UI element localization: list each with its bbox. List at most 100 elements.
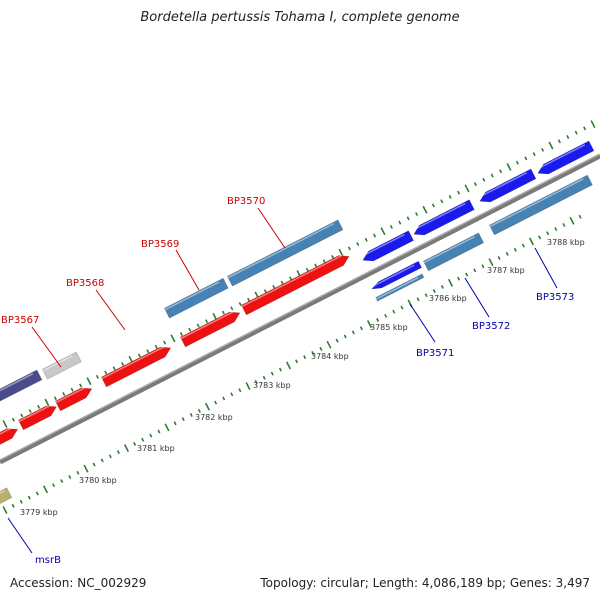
gene-small-steel [375,273,425,302]
tick-mark [164,423,170,432]
tick-mark [189,413,193,417]
gene-bp3571-blue [362,230,414,262]
tick-mark [35,491,39,496]
kbp-labels: 3779 kbp 3780 kbp 3781 kbp 3782 kbp 3783… [20,238,585,517]
tick-mark [548,141,554,150]
kbp-label-3781: 3781 kbp [137,444,175,453]
tick-mark [222,396,226,401]
kbp-label-3785: 3785 kbp [370,323,408,332]
tick-mark [28,409,32,414]
leader-bp3570 [257,207,286,249]
tick-mark [204,402,211,411]
tick-mark [343,334,347,339]
gene-bp3571-blue-highlight [360,233,405,258]
tick-mark [431,203,435,208]
gene-label-bp3570: BP3570 [227,196,265,207]
gene-purple [0,369,43,402]
tick-mark [27,495,31,500]
gene-bp3570-steel-highlight [227,223,335,279]
tick-mark [506,163,512,171]
tick-mark [173,421,177,426]
kbp-label-3780: 3780 kbp [79,476,117,485]
tick-mark [311,351,315,355]
tick-mark [70,387,74,392]
tick-mark [100,458,104,463]
kbp-label-3783: 3783 kbp [253,381,291,390]
tick-mark [326,340,332,349]
tick-mark [157,429,161,434]
gene-label-msrb: msrB [35,555,61,566]
tick-mark [415,212,419,217]
tick-mark [569,216,575,225]
tick-mark [262,375,266,380]
tick-mark [272,284,276,289]
tick-mark [52,483,56,488]
tick-mark [481,264,485,269]
tick-mark [2,506,8,514]
accession-text: Accession: NC_002929 [10,576,147,590]
tick-mark [68,474,72,479]
tick-mark [380,227,386,236]
tick-mark [373,233,377,238]
tick-mark [95,374,99,379]
tick-mark [86,377,92,386]
kbp-label-3787: 3787 kbp [487,266,525,275]
gene-label-bp3568: BP3568 [66,278,104,289]
map-title: Bordetella pertussis Tohama I, complete … [140,10,460,25]
tick-mark [400,305,404,310]
tick-mark [392,309,396,314]
tick-mark [364,237,368,242]
tick-mark [465,272,469,277]
tick-mark [303,355,307,360]
tick-mark [238,388,242,393]
tick-mark [574,130,578,135]
tick-mark [62,392,66,396]
tick-mark [322,259,326,264]
tick-mark [356,242,360,247]
tick-mark [289,276,293,281]
tick-mark [473,182,477,187]
tick-mark [149,433,153,438]
gene-msrb-highlight [0,490,5,494]
kbp-label-3786: 3786 kbp [429,294,467,303]
inner-tick-ring [2,214,582,514]
gene-bp3566-highlight [0,427,12,435]
tick-mark [566,135,570,139]
tick-mark [11,417,15,422]
tick-mark [422,205,428,214]
tick-mark [104,370,108,375]
tick-mark [366,320,373,329]
tick-mark [92,462,96,467]
tick-mark [2,420,8,428]
tick-mark [497,256,501,260]
gene-bp3573-steel [488,174,593,236]
tick-mark [406,216,410,221]
gene-bp3574-blue-highlight [535,144,586,171]
tick-mark [285,361,292,370]
gene-bp3570b-highlight [241,254,343,308]
tick-mark [280,280,284,285]
gene-bp3566 [0,428,19,445]
tick-mark [20,413,24,418]
kbp-label-3779: 3779 kbp [20,508,58,517]
gene-bp3574-blue [537,140,595,175]
tick-mark [19,499,23,504]
tick-mark [541,147,545,152]
tick-mark [53,396,57,401]
tick-mark [214,400,218,405]
tick-mark [205,319,209,324]
gene-bp3573-steel-highlight [489,178,584,228]
leader-msrb [7,517,33,554]
tick-mark [230,392,234,397]
gene-msrb [0,487,13,504]
tick-mark [116,450,120,455]
topology-text: Topology: circular; Length: 4,086,189 bp… [260,576,590,590]
tick-mark [376,318,380,322]
tick-mark [79,383,83,388]
gene-bp3568-red [54,387,93,412]
tick-mark [447,278,454,287]
tick-mark [245,382,251,390]
gene-bp3570b [240,255,350,316]
tick-mark [528,237,535,246]
tick-mark [384,313,388,318]
